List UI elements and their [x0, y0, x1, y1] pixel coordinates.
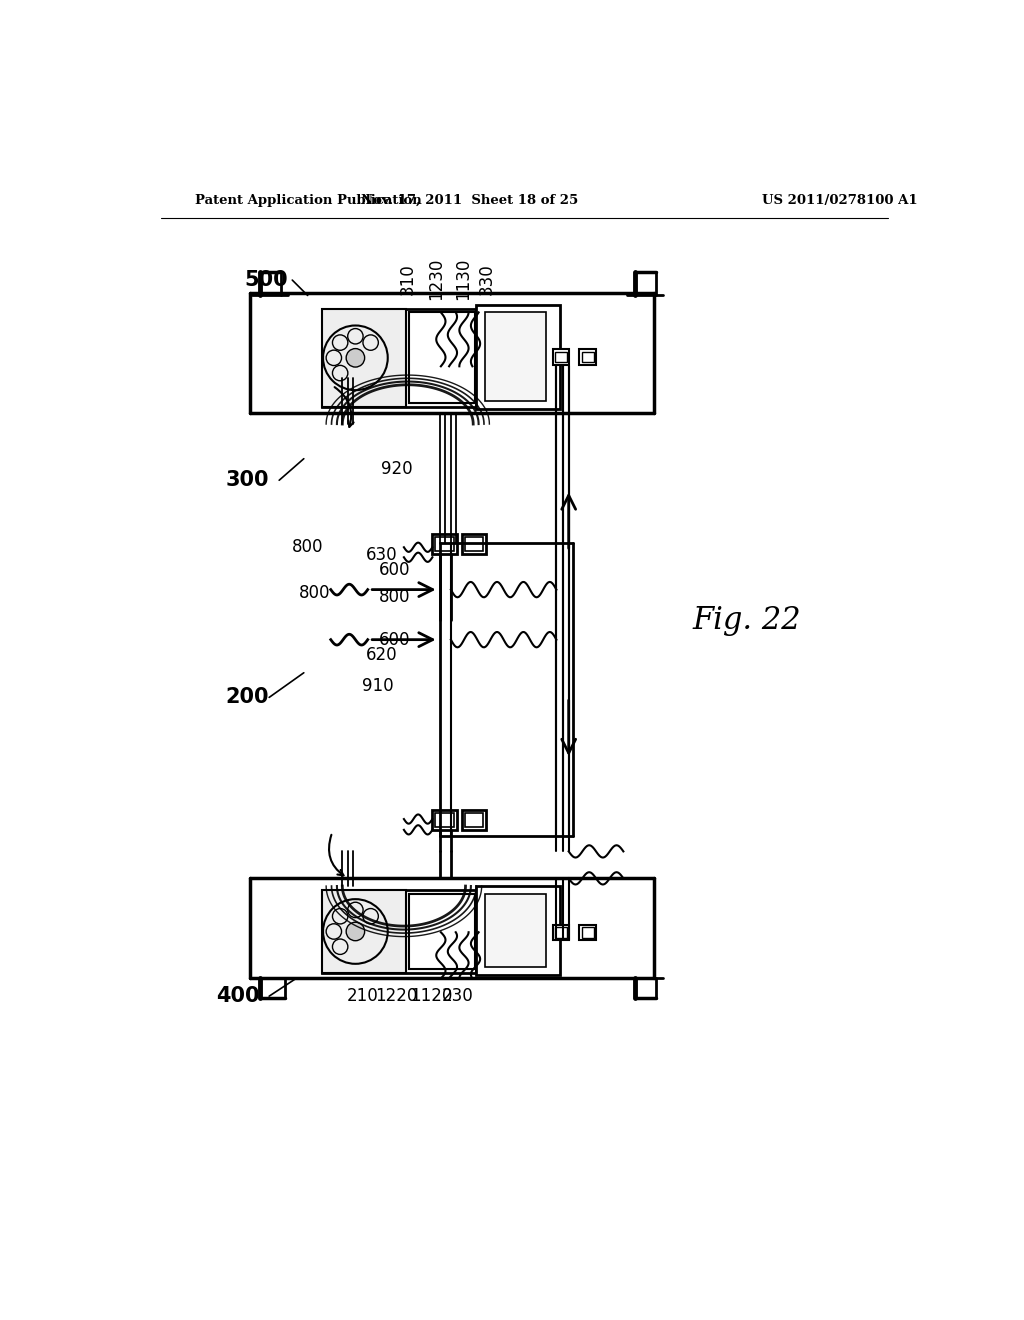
Bar [475, 886, 560, 974]
Text: Fig. 22: Fig. 22 [692, 605, 802, 636]
Bar [432, 810, 457, 830]
Text: 800: 800 [292, 539, 323, 556]
Text: 600: 600 [379, 631, 410, 648]
Bar [582, 351, 594, 363]
Text: 1220: 1220 [375, 987, 418, 1005]
Text: 210: 210 [347, 987, 379, 1005]
Bar [462, 535, 486, 554]
Bar [465, 537, 483, 552]
Text: Nov. 17, 2011  Sheet 18 of 25: Nov. 17, 2011 Sheet 18 of 25 [360, 194, 578, 207]
Bar [435, 813, 454, 826]
Bar [322, 890, 475, 973]
Text: 200: 200 [225, 688, 269, 708]
Circle shape [346, 348, 365, 367]
Text: Patent Application Publication: Patent Application Publication [196, 194, 422, 207]
Circle shape [346, 923, 365, 941]
Bar [322, 890, 407, 973]
Text: 1120: 1120 [410, 987, 452, 1005]
Text: 630: 630 [366, 546, 397, 564]
Bar [484, 894, 547, 966]
Bar [553, 350, 569, 364]
Bar [582, 927, 594, 937]
Bar [484, 313, 547, 401]
Text: 300: 300 [225, 470, 269, 490]
Bar [432, 535, 457, 554]
Bar [580, 924, 596, 940]
Text: 1230: 1230 [427, 259, 445, 301]
Text: 330: 330 [477, 264, 496, 296]
Bar [322, 309, 407, 407]
Text: 230: 230 [442, 987, 474, 1005]
Text: 500: 500 [245, 271, 289, 290]
Text: 910: 910 [361, 677, 393, 694]
Bar [410, 894, 475, 969]
Bar [553, 924, 569, 940]
Text: 600: 600 [379, 561, 410, 579]
Bar [555, 927, 567, 937]
Text: 920: 920 [381, 459, 413, 478]
Bar [465, 813, 483, 826]
Bar [580, 350, 596, 364]
Bar [410, 313, 475, 404]
Bar [475, 305, 560, 409]
Bar [322, 309, 475, 407]
Bar [462, 810, 486, 830]
Text: 310: 310 [398, 264, 417, 296]
Text: US 2011/0278100 A1: US 2011/0278100 A1 [762, 194, 918, 207]
Text: 400: 400 [216, 986, 259, 1006]
Bar [555, 351, 567, 363]
Text: 800: 800 [299, 585, 331, 602]
Text: 1130: 1130 [455, 259, 472, 301]
Text: 620: 620 [366, 645, 397, 664]
Bar [435, 537, 454, 552]
Text: 800: 800 [379, 589, 410, 606]
